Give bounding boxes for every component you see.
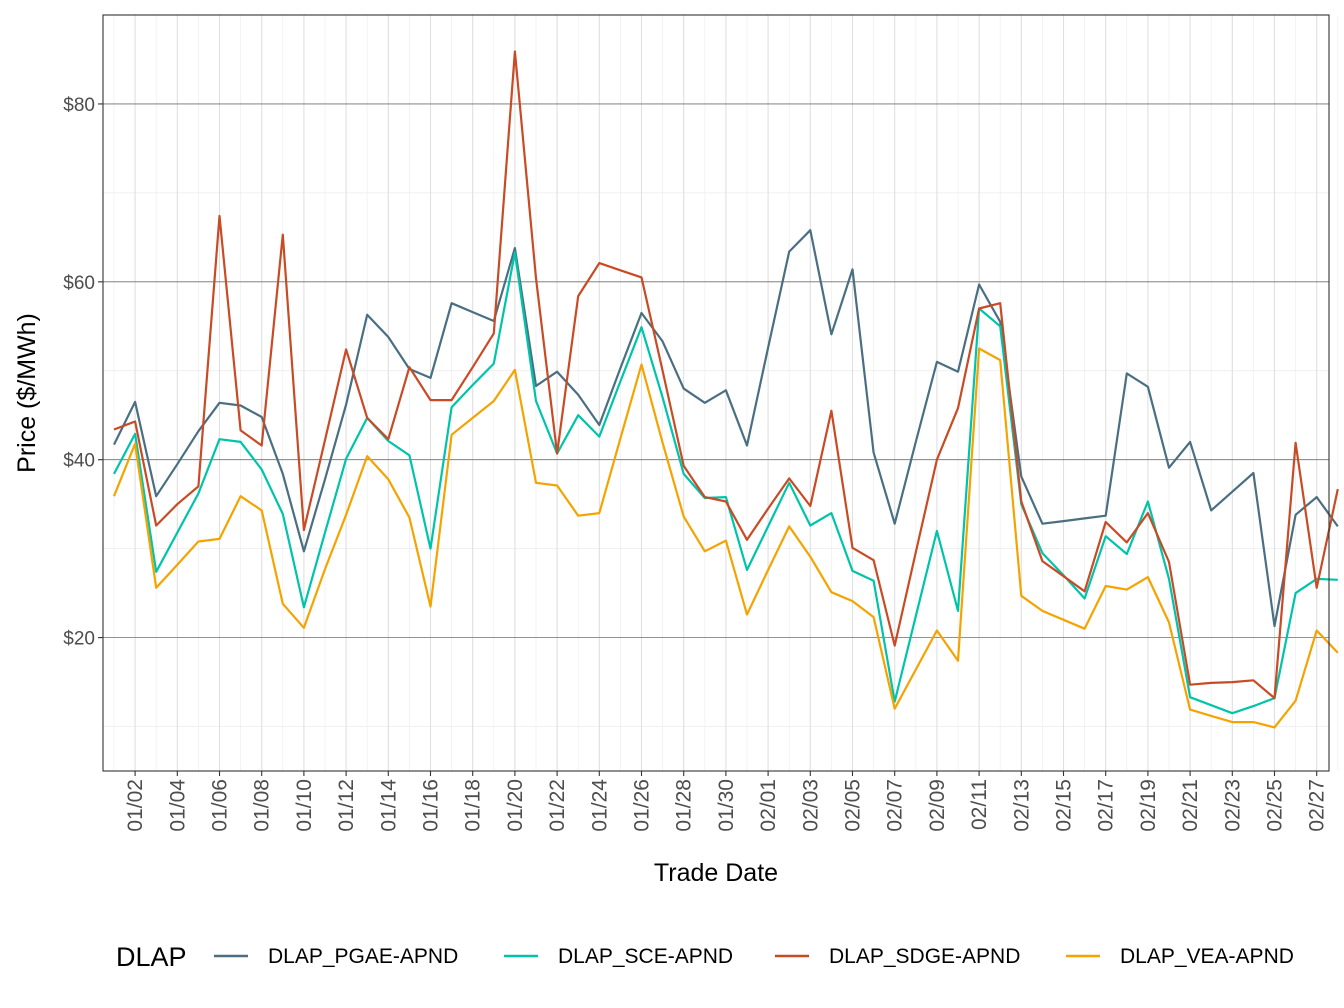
x-tick-label: 01/12 xyxy=(335,779,358,832)
legend-label-dlap-vea-apnd: DLAP_VEA-APND xyxy=(1120,945,1294,968)
series-line-dlap-vea-apnd xyxy=(112,347,1339,729)
x-axis-title: Trade Date xyxy=(654,859,778,887)
x-tick-label: 02/17 xyxy=(1095,779,1118,832)
x-tick-label: 02/01 xyxy=(757,779,780,832)
x-tick-label: 01/18 xyxy=(462,779,485,832)
x-tick-label: 01/08 xyxy=(251,779,274,832)
series-lines xyxy=(112,50,1339,729)
x-tick-label: 02/07 xyxy=(884,779,907,832)
x-tick-label: 01/24 xyxy=(588,779,611,832)
x-tick-label: 01/10 xyxy=(293,779,316,832)
y-tick-label: $80 xyxy=(63,95,95,116)
x-tick-label: 01/20 xyxy=(504,779,527,832)
x-tick-label: 02/09 xyxy=(926,779,949,832)
x-tick-label: 01/22 xyxy=(546,779,569,832)
legend: DLAP DLAP_PGAE-APND DLAP_SCE-APND DLAP_SDG… xyxy=(116,942,1294,972)
x-tick-label: 02/23 xyxy=(1221,779,1244,832)
series-line-dlap-pgae-apnd xyxy=(113,229,1339,628)
x-tick-label: 02/13 xyxy=(1010,779,1033,832)
plot-panel-border xyxy=(102,14,1330,772)
x-tick-label: 01/26 xyxy=(631,779,654,832)
x-tick-label: 02/19 xyxy=(1137,779,1160,832)
x-tick-label: 02/25 xyxy=(1264,779,1287,832)
legend-title: DLAP xyxy=(116,942,187,972)
y-tick-label: $20 xyxy=(63,629,95,650)
x-tick-label: 01/30 xyxy=(715,779,738,832)
y-axis: $20 $40 $60 $80 xyxy=(63,95,103,650)
y-axis-title: Price ($/MWh) xyxy=(13,313,41,473)
x-tick-label: 02/03 xyxy=(799,779,822,832)
x-axis: 01/02 01/04 01/06 01/08 01/10 01/12 01/14 01/16… xyxy=(124,771,1329,832)
x-tick-label: 01/16 xyxy=(420,779,443,832)
x-tick-label: 01/04 xyxy=(166,779,189,832)
x-tick-label: 02/05 xyxy=(842,779,865,832)
legend-label-dlap-sce-apnd: DLAP_SCE-APND xyxy=(558,945,733,968)
series-line-dlap-sce-apnd xyxy=(113,251,1338,715)
x-tick-label: 01/14 xyxy=(377,779,400,832)
x-tick-label: 01/28 xyxy=(673,779,696,832)
minor-gridlines xyxy=(103,14,1339,771)
legend-label-dlap-sdge-apnd: DLAP_SDGE-APND xyxy=(829,945,1020,968)
x-tick-label: 02/21 xyxy=(1179,779,1202,832)
x-tick-label: 01/02 xyxy=(124,779,147,832)
x-tick-label: 02/15 xyxy=(1053,779,1076,832)
series-line-dlap-sdge-apnd xyxy=(113,50,1339,700)
x-tick-label: 02/27 xyxy=(1306,779,1329,832)
x-tick-label: 02/11 xyxy=(968,779,991,830)
y-tick-label: $40 xyxy=(63,451,95,472)
major-gridlines xyxy=(103,15,1329,771)
x-tick-label: 01/06 xyxy=(209,779,232,832)
legend-label-dlap-pgae-apnd: DLAP_PGAE-APND xyxy=(268,945,458,968)
y-tick-label: $60 xyxy=(63,273,95,294)
